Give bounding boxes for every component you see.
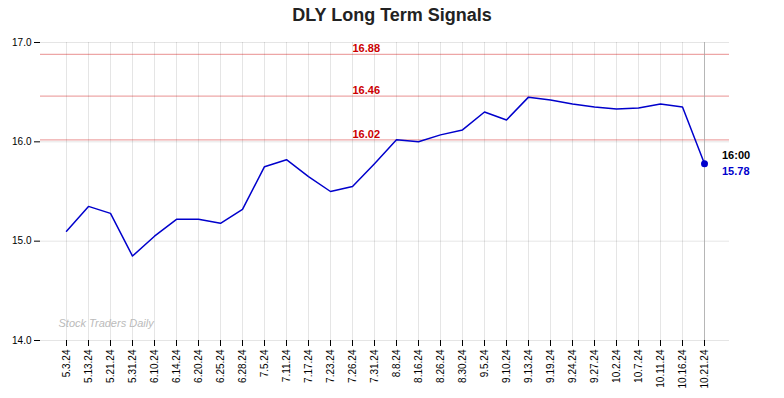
svg-text:Stock Traders Daily: Stock Traders Daily — [59, 317, 156, 329]
svg-text:7.26.24: 7.26.24 — [347, 349, 358, 383]
svg-text:16:00: 16:00 — [722, 149, 750, 161]
svg-text:7.23.24: 7.23.24 — [325, 349, 336, 383]
svg-text:16.88: 16.88 — [353, 42, 381, 54]
svg-text:10.7.24: 10.7.24 — [633, 349, 644, 383]
svg-text:16.0: 16.0 — [12, 136, 32, 147]
svg-text:9.5.24: 9.5.24 — [479, 349, 490, 377]
svg-text:8.16.24: 8.16.24 — [413, 349, 424, 383]
svg-text:6.25.24: 6.25.24 — [215, 349, 226, 383]
svg-text:10.21.24: 10.21.24 — [699, 349, 710, 388]
svg-text:6.14.24: 6.14.24 — [171, 349, 182, 383]
svg-text:9.19.24: 9.19.24 — [545, 349, 556, 383]
svg-text:17.0: 17.0 — [12, 37, 32, 48]
svg-text:10.11.24: 10.11.24 — [655, 349, 666, 388]
svg-text:16.46: 16.46 — [353, 84, 381, 96]
svg-text:9.13.24: 9.13.24 — [523, 349, 534, 383]
svg-text:10.2.24: 10.2.24 — [611, 349, 622, 383]
html-text:DLY Long Term Signals: DLY Long Term Signals — [292, 5, 492, 25]
svg-text:15.78: 15.78 — [722, 165, 750, 177]
svg-text:9.10.24: 9.10.24 — [501, 349, 512, 383]
svg-text:8.26.24: 8.26.24 — [435, 349, 446, 383]
svg-text:5.31.24: 5.31.24 — [127, 349, 138, 383]
svg-text:5.3.24: 5.3.24 — [61, 349, 72, 377]
svg-text:9.27.24: 9.27.24 — [589, 349, 600, 383]
svg-text:16.02: 16.02 — [353, 128, 381, 140]
svg-text:14.0: 14.0 — [12, 335, 32, 346]
svg-text:7.31.24: 7.31.24 — [369, 349, 380, 383]
svg-text:15.0: 15.0 — [12, 235, 32, 246]
svg-text:7.17.24: 7.17.24 — [303, 349, 314, 383]
svg-text:8.30.24: 8.30.24 — [457, 349, 468, 383]
svg-text:6.20.24: 6.20.24 — [193, 349, 204, 383]
svg-text:6.28.24: 6.28.24 — [237, 349, 248, 383]
svg-text:7.5.24: 7.5.24 — [259, 349, 270, 377]
svg-text:5.13.24: 5.13.24 — [83, 349, 94, 383]
svg-text:6.10.24: 6.10.24 — [149, 349, 160, 383]
svg-text:9.24.24: 9.24.24 — [567, 349, 578, 383]
svg-text:10.16.24: 10.16.24 — [677, 349, 688, 388]
svg-text:8.8.24: 8.8.24 — [391, 349, 402, 377]
svg-text:7.11.24: 7.11.24 — [281, 349, 292, 382]
svg-text:5.21.24: 5.21.24 — [105, 349, 116, 383]
